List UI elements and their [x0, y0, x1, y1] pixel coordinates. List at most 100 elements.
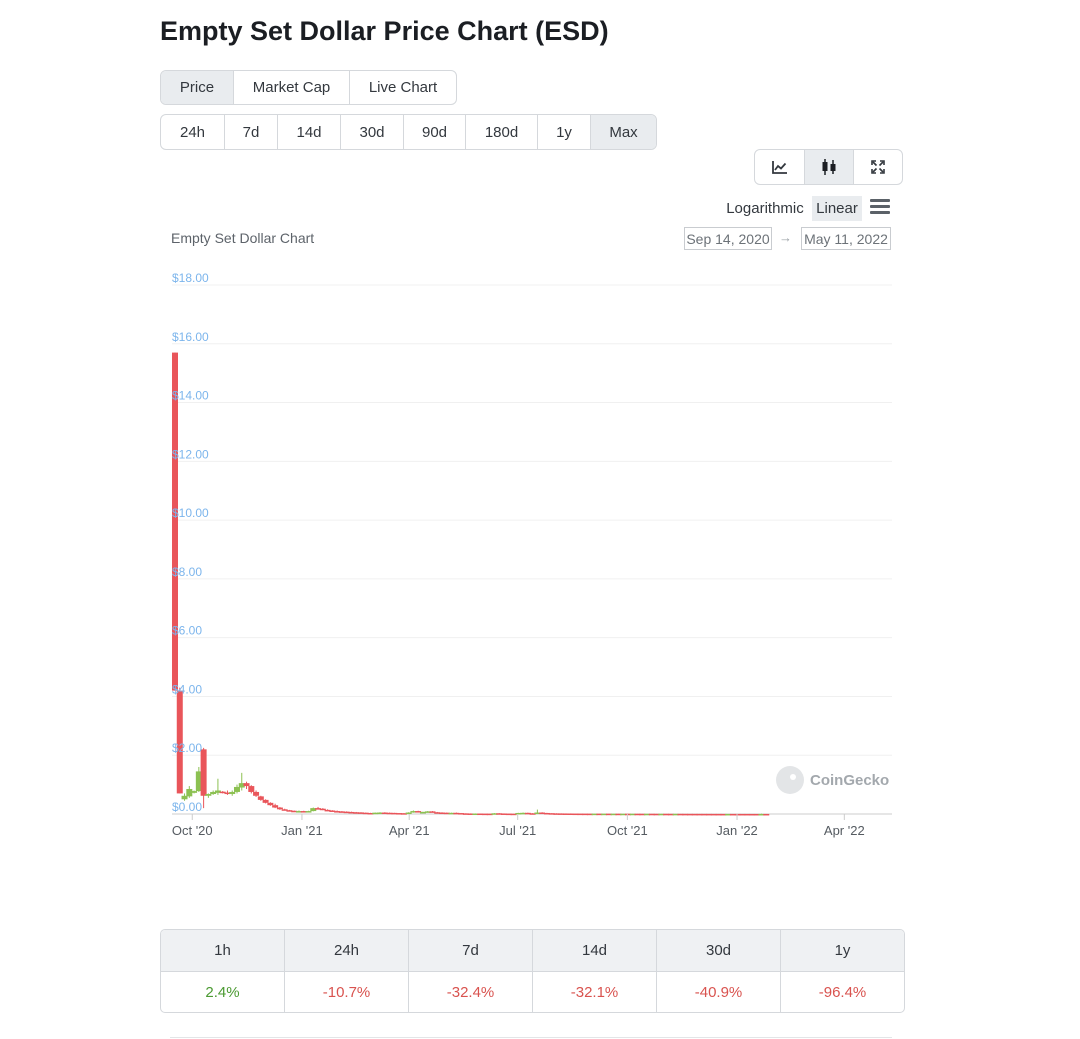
- candle-body: [291, 810, 298, 813]
- candle-body: [195, 771, 202, 792]
- candle-body: [644, 813, 651, 816]
- candle-body: [686, 813, 693, 816]
- candle-body: [357, 812, 364, 814]
- candle-body: [329, 810, 336, 812]
- price-change-header-7d: 7d: [408, 930, 532, 971]
- candle-body: [391, 812, 398, 815]
- candle-body: [396, 813, 403, 815]
- date-range-arrow: →: [779, 230, 792, 245]
- candle-body: [672, 813, 679, 816]
- candle-body: [753, 813, 760, 816]
- y-tick-label: $6.00: [172, 624, 202, 638]
- price-change-value-14d: -32.1%: [532, 972, 656, 1012]
- candle-body: [267, 802, 274, 806]
- tab-market-cap[interactable]: Market Cap: [233, 71, 349, 104]
- x-tick-label: Jan '21: [281, 823, 323, 838]
- chart-view-tools: [754, 149, 903, 185]
- candle-body: [324, 809, 331, 812]
- fullscreen-button[interactable]: [853, 150, 902, 184]
- range-180d[interactable]: 180d: [465, 115, 537, 149]
- candle-body: [205, 794, 212, 796]
- candle-body: [219, 791, 226, 794]
- candle-body: [758, 813, 765, 816]
- candle-body: [529, 813, 536, 815]
- candle-body: [496, 813, 503, 815]
- candle-body: [424, 811, 431, 813]
- candle-body: [448, 812, 455, 815]
- range-1y[interactable]: 1y: [537, 115, 590, 149]
- candle-body: [620, 813, 627, 816]
- candle-body: [648, 813, 655, 816]
- candle-body: [319, 808, 326, 811]
- date-to-input[interactable]: May 11, 2022: [801, 227, 891, 250]
- candle-body: [295, 811, 302, 813]
- range-90d[interactable]: 90d: [403, 115, 465, 149]
- y-tick-label: $14.00: [172, 389, 209, 403]
- candle-body: [453, 812, 460, 815]
- range-14d[interactable]: 14d: [277, 115, 340, 149]
- candle-body: [572, 813, 579, 816]
- price-change-value-7d: -32.4%: [408, 972, 532, 1012]
- candle-body: [744, 813, 751, 816]
- page-title: Empty Set Dollar Price Chart (ESD): [160, 16, 609, 46]
- price-change-value-30d: -40.9%: [656, 972, 780, 1012]
- candle-body: [720, 813, 727, 816]
- y-tick-label: $18.00: [172, 271, 209, 285]
- candle-body: [238, 783, 245, 788]
- candle-body: [257, 796, 264, 800]
- candle-body: [486, 813, 493, 816]
- candle-body: [658, 813, 665, 816]
- y-tick-label: $16.00: [172, 330, 209, 344]
- candle-body: [243, 783, 250, 787]
- candlestick-button[interactable]: [804, 150, 853, 184]
- price-change-header-30d: 30d: [656, 930, 780, 971]
- x-tick-label: Oct '21: [607, 823, 648, 838]
- y-tick-label: $12.00: [172, 447, 209, 461]
- candle-body: [491, 813, 498, 815]
- candle-body: [582, 813, 589, 816]
- candle-body: [310, 808, 317, 812]
- range-30d[interactable]: 30d: [340, 115, 403, 149]
- y-tick-label: $4.00: [172, 682, 202, 696]
- tab-price[interactable]: Price: [161, 71, 233, 104]
- price-change-header-24h: 24h: [284, 930, 408, 971]
- candle-body: [543, 812, 550, 815]
- chart-menu-icon[interactable]: [868, 196, 892, 218]
- candle-body: [472, 813, 479, 816]
- chart-type-tabs: Price Market Cap Live Chart: [160, 70, 457, 105]
- candle-body: [696, 813, 703, 816]
- candle-body: [315, 808, 322, 810]
- candle-body: [348, 811, 355, 814]
- candle-body: [586, 813, 593, 816]
- date-from-input[interactable]: Sep 14, 2020: [684, 227, 772, 250]
- candle-body: [739, 813, 746, 816]
- y-tick-label: $0.00: [172, 800, 202, 814]
- candle-body: [405, 812, 412, 815]
- candle-body: [172, 352, 178, 691]
- linear-scale-button[interactable]: Linear: [812, 196, 862, 221]
- candle-body: [229, 791, 236, 795]
- candle-body: [467, 813, 474, 815]
- candle-body: [562, 813, 569, 815]
- price-change-value-1h: 2.4%: [205, 983, 240, 1001]
- candle-body: [706, 813, 713, 816]
- candle-body: [353, 812, 360, 814]
- candle-body: [419, 811, 426, 814]
- line-chart-button[interactable]: [755, 150, 804, 184]
- candle-body: [439, 812, 446, 815]
- candle-body: [386, 812, 393, 815]
- candle-body: [429, 811, 436, 813]
- range-max[interactable]: Max: [590, 115, 656, 149]
- range-24h[interactable]: 24h: [179, 123, 206, 141]
- candle-body: [601, 813, 608, 816]
- range-7d[interactable]: 7d: [224, 115, 277, 149]
- candle-body: [639, 813, 646, 816]
- logarithmic-scale-button[interactable]: Logarithmic: [726, 200, 804, 217]
- chart-subtitle: Empty Set Dollar Chart: [171, 230, 315, 246]
- price-change-header-1h: 1h: [214, 942, 231, 959]
- candle-body: [729, 813, 736, 816]
- candle-body: [367, 812, 374, 815]
- tab-live-chart[interactable]: Live Chart: [349, 71, 456, 104]
- candle-body: [272, 805, 279, 808]
- candle-body: [462, 813, 469, 815]
